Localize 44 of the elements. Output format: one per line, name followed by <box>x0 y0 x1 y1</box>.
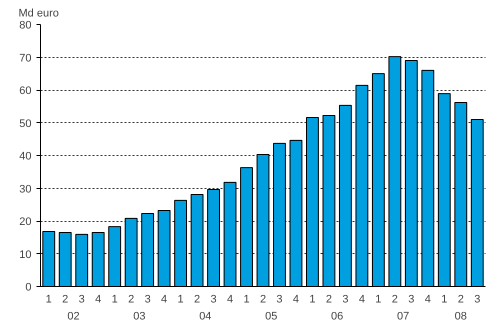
y-tick-label: 30 <box>19 183 32 196</box>
x-tick-label: 2 <box>326 294 332 306</box>
x-tick-label: 4 <box>95 294 102 306</box>
x-tick-label: 1 <box>375 294 382 306</box>
x-tick-label: 2 <box>128 294 134 306</box>
x-tick-label: 3 <box>408 294 414 306</box>
x-tick-label: 1 <box>309 294 316 306</box>
y-tick-label: 70 <box>19 52 32 64</box>
x-tick-label: 3 <box>78 294 85 306</box>
y-tick-label: 50 <box>19 118 32 130</box>
x-tick-label: 3 <box>210 294 217 306</box>
y-tick-label: 20 <box>19 216 32 228</box>
x-tick-label: 4 <box>424 294 431 306</box>
x-tick-label: 4 <box>161 294 168 306</box>
x-tick-label: 4 <box>226 294 234 306</box>
y-tick-label: 0 <box>25 282 32 294</box>
text: 08 <box>454 310 467 322</box>
y-tick-label: 80 <box>19 20 32 32</box>
x-tick-label: 1 <box>441 294 448 306</box>
text: 07 <box>396 310 410 322</box>
x-tick-label: 2 <box>62 294 68 306</box>
x-tick-label: 1 <box>112 294 118 306</box>
x-tick-label: 3 <box>342 294 348 306</box>
x-tick-label: 1 <box>46 294 52 306</box>
y-tick-label: 60 <box>19 85 32 97</box>
x-tick-label: 1 <box>243 294 250 306</box>
y-axis-title: Md euro <box>18 8 59 20</box>
x-tick-label: 4 <box>358 294 365 306</box>
y-tick-label: 10 <box>19 248 32 261</box>
x-tick-label: 2 <box>458 294 464 306</box>
x-tick-label: 4 <box>292 294 300 306</box>
x-tick-label: 3 <box>474 294 480 306</box>
text: 04 <box>199 310 212 322</box>
x-tick-label: 2 <box>260 294 266 306</box>
y-tick-label: 40 <box>19 150 32 162</box>
x-tick-label: 1 <box>178 294 184 306</box>
x-tick-label: 3 <box>144 294 151 306</box>
text: 05 <box>265 310 278 322</box>
text: 02 <box>67 310 80 322</box>
x-tick-label: 2 <box>392 294 398 306</box>
text: 06 <box>331 310 344 322</box>
text: 03 <box>133 310 146 322</box>
x-tick-label: 2 <box>194 294 200 306</box>
x-tick-label: 3 <box>276 294 283 306</box>
